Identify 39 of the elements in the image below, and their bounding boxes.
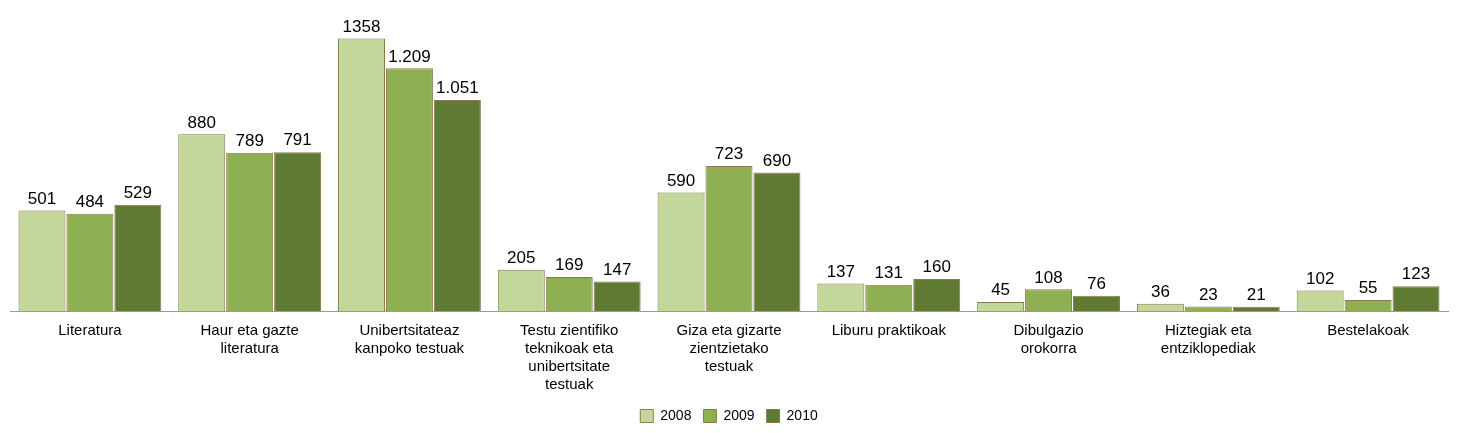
data-label: 36	[1150, 281, 1170, 301]
data-label: 169	[555, 255, 584, 275]
x-tick-label: Testu zientifiko teknikoak eta unibertsitate testuak	[520, 321, 619, 393]
data-label: 137	[826, 261, 856, 281]
data-label: 791	[283, 130, 312, 150]
data-label: 76	[1087, 273, 1106, 293]
data-label: 123	[1401, 264, 1431, 284]
x-tick-label: Literatura	[58, 321, 123, 339]
x-tick-label: Liburu praktikoak	[831, 321, 947, 339]
x-tick-label: Bestelakoak	[1327, 321, 1410, 339]
legend-label: 2010	[786, 406, 818, 423]
x-tick-label: Unibertsitateaz kanpoko testuak	[354, 321, 465, 357]
data-label: 484	[75, 192, 105, 212]
data-label: 690	[762, 150, 792, 170]
data-label: 147	[602, 259, 632, 279]
data-label: 45	[991, 280, 1011, 300]
legend-label: 2008	[660, 406, 692, 423]
data-label: 131	[874, 262, 903, 282]
data-label: 789	[235, 130, 264, 150]
data-label: 501	[27, 188, 57, 208]
data-label: 880	[187, 112, 216, 132]
x-tick-label: Dibulgazio orokorra	[1013, 321, 1084, 357]
data-label: 55	[1358, 278, 1378, 298]
data-label: 108	[1034, 267, 1063, 287]
data-label: 160	[922, 257, 951, 277]
data-label: 1358	[342, 16, 381, 36]
data-label: 723	[714, 144, 744, 164]
data-label: 529	[123, 183, 153, 203]
data-label: 1.209	[388, 46, 431, 66]
legend-label: 2009	[723, 406, 755, 423]
data-label: 590	[666, 170, 696, 190]
x-tick-label: Hiztegiak eta entziklopediak	[1160, 321, 1257, 357]
data-label: 205	[507, 248, 536, 268]
x-tick-label: Giza eta gizarte zientzietako testuak	[676, 321, 782, 375]
x-tick-label: Haur eta gazte literatura	[200, 321, 299, 357]
data-label: 21	[1246, 284, 1266, 304]
data-label: 102	[1305, 268, 1335, 288]
data-label: 1.051	[436, 78, 479, 98]
data-label: 23	[1198, 284, 1218, 304]
